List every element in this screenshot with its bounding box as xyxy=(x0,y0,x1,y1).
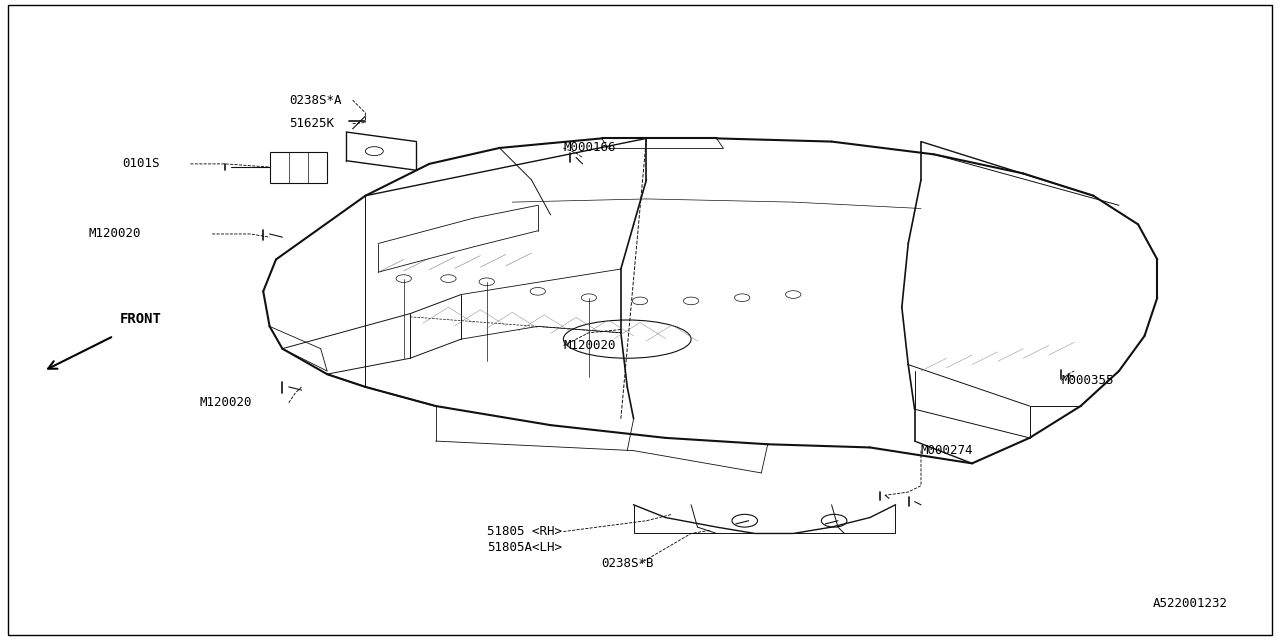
Text: M000166: M000166 xyxy=(563,141,616,154)
Text: M000274: M000274 xyxy=(922,444,974,457)
Text: FRONT: FRONT xyxy=(120,312,163,326)
Text: 0238S*A: 0238S*A xyxy=(289,93,342,107)
Text: 51625K: 51625K xyxy=(289,117,334,130)
Text: 51805A<LH>: 51805A<LH> xyxy=(486,541,562,554)
Text: M120020: M120020 xyxy=(88,227,141,241)
Text: 51805 <RH>: 51805 <RH> xyxy=(486,525,562,538)
Text: A522001232: A522001232 xyxy=(1152,597,1228,610)
Text: M000355: M000355 xyxy=(1061,374,1114,387)
Text: 0238S*B: 0238S*B xyxy=(602,557,654,570)
Bar xyxy=(270,152,328,183)
Text: M120020: M120020 xyxy=(200,396,252,410)
Text: 0101S: 0101S xyxy=(123,157,160,170)
Text: M120020: M120020 xyxy=(563,339,616,352)
